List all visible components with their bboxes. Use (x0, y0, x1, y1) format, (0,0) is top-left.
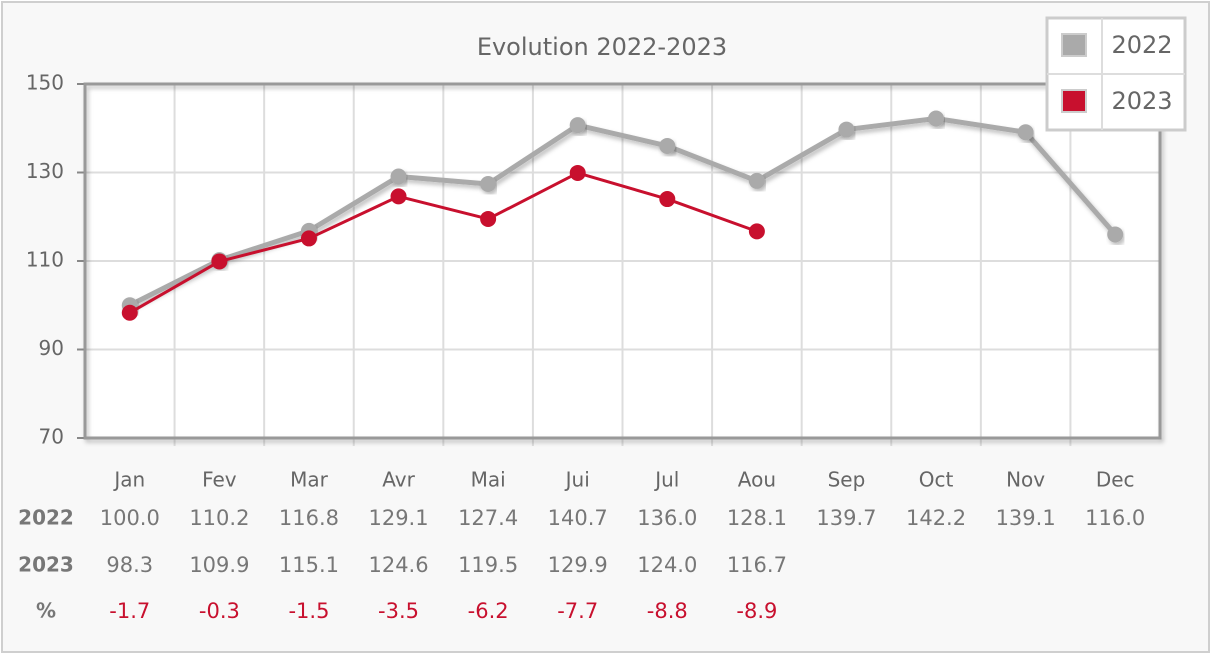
x-tick-label: Mar (290, 468, 329, 492)
change-value: -0.3 (199, 599, 240, 623)
legend-label: 2022 (1111, 31, 1172, 59)
y-tick-label: 90 (39, 336, 64, 360)
x-tick-label: Dec (1096, 468, 1135, 492)
table-value: 136.0 (637, 506, 697, 530)
table-value: 127.4 (458, 506, 518, 530)
row-label: 2023 (18, 553, 74, 577)
x-tick-label: Sep (828, 468, 866, 492)
table-value: 110.2 (189, 506, 249, 530)
table-value: 115.1 (279, 553, 339, 577)
series-point (928, 110, 945, 127)
series-point (480, 210, 497, 227)
x-tick-label: Oct (919, 468, 954, 492)
series-point (659, 137, 676, 154)
change-value: -8.9 (736, 599, 777, 623)
table-value: 116.8 (279, 506, 339, 530)
series-point (569, 164, 586, 181)
legend-swatch (1061, 33, 1087, 57)
table-value: 128.1 (727, 506, 787, 530)
row-label: % (36, 599, 56, 623)
x-tick-label: Jui (564, 468, 590, 492)
chart-title: Evolution 2022-2023 (477, 33, 727, 61)
table-value: 100.0 (100, 506, 160, 530)
table-value: 139.1 (996, 506, 1056, 530)
x-tick-label: Jan (112, 468, 145, 492)
x-tick-label: Nov (1006, 468, 1045, 492)
series-point (748, 223, 765, 240)
table-value: 116.7 (727, 553, 787, 577)
change-value: -8.8 (647, 599, 688, 623)
table-value: 140.7 (548, 506, 608, 530)
y-tick-label: 110 (26, 248, 64, 272)
table-value: 142.2 (906, 506, 966, 530)
table-value: 124.6 (368, 553, 428, 577)
legend-label: 2023 (1111, 87, 1172, 115)
series-point (300, 230, 317, 247)
series-point (211, 253, 228, 270)
table-value: 109.9 (189, 553, 249, 577)
series-point (838, 121, 855, 138)
table-value: 116.0 (1085, 506, 1145, 530)
table-value: 119.5 (458, 553, 518, 577)
series-point (121, 304, 138, 321)
y-tick-label: 130 (26, 159, 64, 183)
series-line (129, 171, 758, 315)
series-point (748, 172, 765, 189)
series-point (659, 191, 676, 208)
series-point (480, 176, 497, 193)
y-tick-label: 150 (26, 71, 64, 95)
change-value: -6.2 (468, 599, 509, 623)
change-value: -1.7 (109, 599, 150, 623)
series-line (128, 116, 1118, 308)
series-point (390, 188, 407, 205)
row-label: 2022 (18, 506, 74, 530)
table-value: 139.7 (816, 506, 876, 530)
x-tick-label: Avr (382, 468, 415, 492)
change-value: -3.5 (378, 599, 419, 623)
series-point (1017, 124, 1034, 141)
series-point (390, 168, 407, 185)
series-point (569, 117, 586, 134)
change-value: -7.7 (557, 599, 598, 623)
plot-border (83, 82, 1162, 440)
table-value: 129.9 (548, 553, 608, 577)
x-tick-label: Mai (471, 468, 506, 492)
y-tick-label: 70 (39, 425, 64, 449)
x-tick-label: Aou (738, 468, 776, 492)
x-tick-label: Fev (202, 468, 237, 492)
table-value: 98.3 (106, 553, 153, 577)
table-value: 124.0 (637, 553, 697, 577)
table-value: 129.1 (368, 506, 428, 530)
x-tick-label: Jul (653, 468, 679, 492)
series-point (1107, 226, 1124, 243)
legend-swatch (1061, 89, 1087, 113)
change-value: -1.5 (288, 599, 329, 623)
